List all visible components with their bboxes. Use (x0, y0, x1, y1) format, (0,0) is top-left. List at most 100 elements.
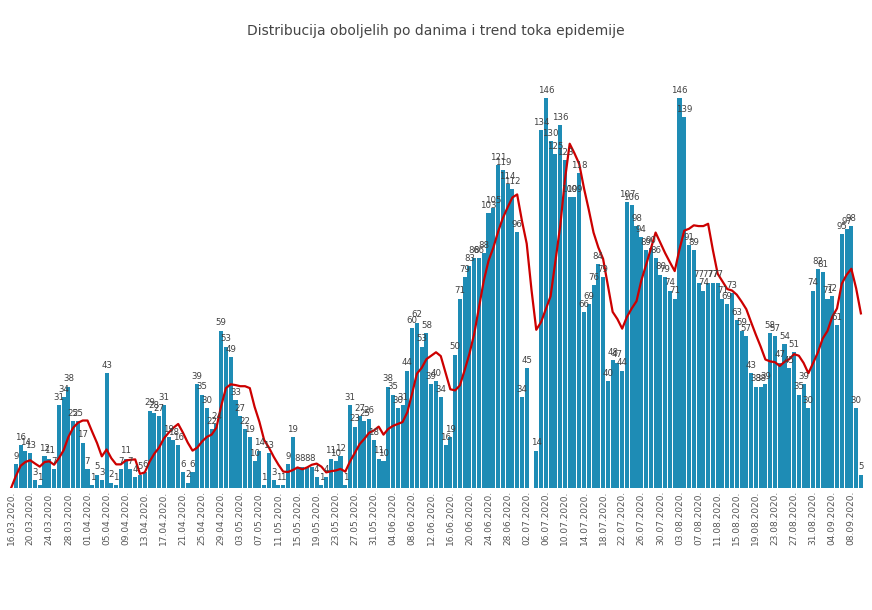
Text: 71: 71 (717, 286, 728, 295)
Text: 10: 10 (330, 449, 341, 458)
Text: 33: 33 (230, 388, 241, 396)
Text: 139: 139 (676, 105, 692, 114)
Bar (463, 277, 467, 488)
Bar (554, 154, 557, 488)
Bar (481, 253, 486, 488)
Text: 82: 82 (813, 257, 823, 266)
Bar (57, 405, 61, 488)
Bar (672, 298, 677, 488)
Text: 10: 10 (249, 449, 260, 458)
Bar (52, 469, 56, 488)
Text: 18: 18 (168, 428, 179, 437)
Bar (24, 451, 27, 488)
Bar (305, 467, 310, 488)
Bar (792, 352, 796, 488)
Bar (391, 395, 395, 488)
Text: 3: 3 (32, 468, 37, 477)
Text: 31: 31 (344, 393, 356, 402)
Bar (654, 259, 657, 488)
Text: 22: 22 (240, 417, 250, 426)
Bar (711, 282, 715, 488)
Text: 1: 1 (262, 473, 267, 482)
Bar (472, 259, 476, 488)
Text: 45: 45 (784, 356, 794, 365)
Bar (558, 125, 562, 488)
Bar (234, 400, 237, 488)
Bar (577, 173, 582, 488)
Text: 72: 72 (827, 284, 838, 293)
Text: 27: 27 (153, 404, 165, 413)
Text: 7: 7 (119, 457, 124, 466)
Bar (568, 197, 572, 488)
Text: 47: 47 (774, 350, 785, 359)
Text: 51: 51 (788, 340, 800, 349)
Text: 43: 43 (746, 361, 757, 370)
Text: 81: 81 (817, 260, 828, 268)
Bar (147, 411, 152, 488)
Text: 34: 34 (516, 385, 528, 394)
Text: 48: 48 (607, 348, 618, 357)
Text: 146: 146 (671, 86, 688, 95)
Text: 38: 38 (383, 375, 394, 383)
Bar (506, 184, 509, 488)
Text: 7: 7 (85, 457, 90, 466)
Bar (47, 459, 51, 488)
Bar (458, 298, 462, 488)
Text: 71: 71 (822, 286, 833, 295)
Bar (300, 467, 304, 488)
Text: 130: 130 (542, 129, 559, 138)
Bar (215, 424, 218, 488)
Bar (377, 459, 381, 488)
Text: 38: 38 (751, 375, 761, 383)
Bar (535, 451, 538, 488)
Bar (801, 384, 806, 488)
Text: 57: 57 (741, 324, 752, 332)
Text: 7: 7 (51, 457, 57, 466)
Text: 47: 47 (612, 350, 623, 359)
Bar (405, 370, 409, 488)
Bar (410, 328, 414, 488)
Text: 39: 39 (760, 371, 771, 381)
Bar (487, 213, 491, 488)
Bar (477, 259, 481, 488)
Bar (124, 459, 127, 488)
Text: 45: 45 (521, 356, 532, 365)
Text: 8: 8 (309, 454, 315, 464)
Text: 106: 106 (623, 193, 640, 202)
Bar (630, 205, 634, 488)
Text: 94: 94 (636, 225, 647, 234)
Text: 2: 2 (109, 470, 114, 479)
Text: 103: 103 (480, 201, 497, 210)
Text: 25: 25 (72, 409, 84, 418)
Text: 77: 77 (693, 270, 704, 279)
Text: 27: 27 (354, 404, 365, 413)
Text: 98: 98 (631, 214, 642, 223)
Bar (290, 437, 295, 488)
Text: 19: 19 (163, 425, 174, 434)
Text: 50: 50 (450, 342, 460, 351)
Text: 35: 35 (387, 382, 399, 392)
Text: 79: 79 (660, 265, 671, 274)
Text: 118: 118 (571, 161, 588, 170)
Text: 91: 91 (684, 233, 694, 242)
Text: 86: 86 (651, 246, 661, 255)
Bar (195, 384, 200, 488)
Text: 25: 25 (68, 409, 78, 418)
Text: 44: 44 (402, 358, 412, 367)
Text: 136: 136 (552, 113, 569, 122)
Text: 63: 63 (732, 307, 742, 317)
Text: 6: 6 (181, 460, 186, 468)
Bar (840, 234, 844, 488)
Bar (582, 312, 586, 488)
Bar (329, 459, 333, 488)
Bar (548, 141, 553, 488)
Text: 14: 14 (254, 439, 265, 447)
Bar (167, 437, 171, 488)
Text: 5: 5 (94, 462, 99, 472)
Bar (243, 429, 247, 488)
Bar (644, 251, 648, 488)
Text: 35: 35 (196, 382, 208, 392)
Text: 1: 1 (281, 473, 286, 482)
Bar (37, 486, 42, 488)
Bar (386, 387, 391, 488)
